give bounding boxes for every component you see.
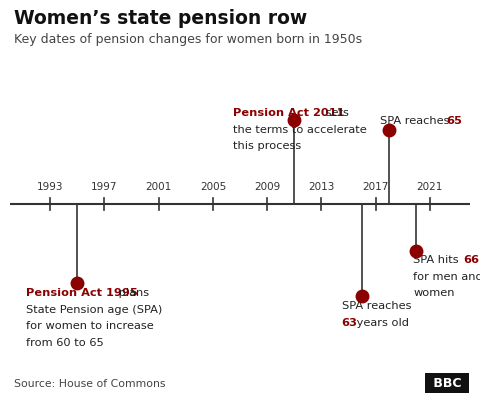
Text: 2021: 2021 — [417, 182, 443, 192]
Text: 65: 65 — [446, 115, 462, 126]
Text: Women’s state pension row: Women’s state pension row — [14, 9, 308, 28]
Text: SPA reaches: SPA reaches — [380, 115, 453, 126]
Text: 63: 63 — [342, 317, 358, 327]
Text: 2017: 2017 — [362, 182, 389, 192]
Text: this process: this process — [233, 141, 301, 151]
Text: Source: House of Commons: Source: House of Commons — [14, 378, 166, 388]
Text: 2005: 2005 — [200, 182, 226, 192]
Text: State Pension age (SPA): State Pension age (SPA) — [26, 304, 162, 314]
Text: from 60 to 65: from 60 to 65 — [26, 337, 104, 347]
Text: SPA reaches: SPA reaches — [342, 301, 411, 310]
Text: 1993: 1993 — [37, 182, 63, 192]
Text: BBC: BBC — [429, 377, 466, 389]
Text: the terms to accelerate: the terms to accelerate — [233, 124, 367, 134]
Text: women: women — [413, 288, 455, 298]
Text: SPA hits: SPA hits — [413, 255, 463, 265]
Text: Key dates of pension changes for women born in 1950s: Key dates of pension changes for women b… — [14, 33, 362, 46]
Text: 1997: 1997 — [91, 182, 118, 192]
Text: years old: years old — [353, 317, 409, 327]
Text: Pension Act 1995: Pension Act 1995 — [26, 288, 138, 298]
Text: plans: plans — [115, 288, 149, 298]
Text: 2001: 2001 — [145, 182, 172, 192]
Text: Pension Act 2011: Pension Act 2011 — [233, 107, 345, 117]
Text: sets: sets — [322, 107, 349, 117]
Text: 66: 66 — [464, 255, 480, 265]
Text: for men and: for men and — [413, 271, 480, 281]
Text: 2013: 2013 — [308, 182, 335, 192]
Text: for women to increase: for women to increase — [26, 320, 154, 330]
Text: 2009: 2009 — [254, 182, 280, 192]
